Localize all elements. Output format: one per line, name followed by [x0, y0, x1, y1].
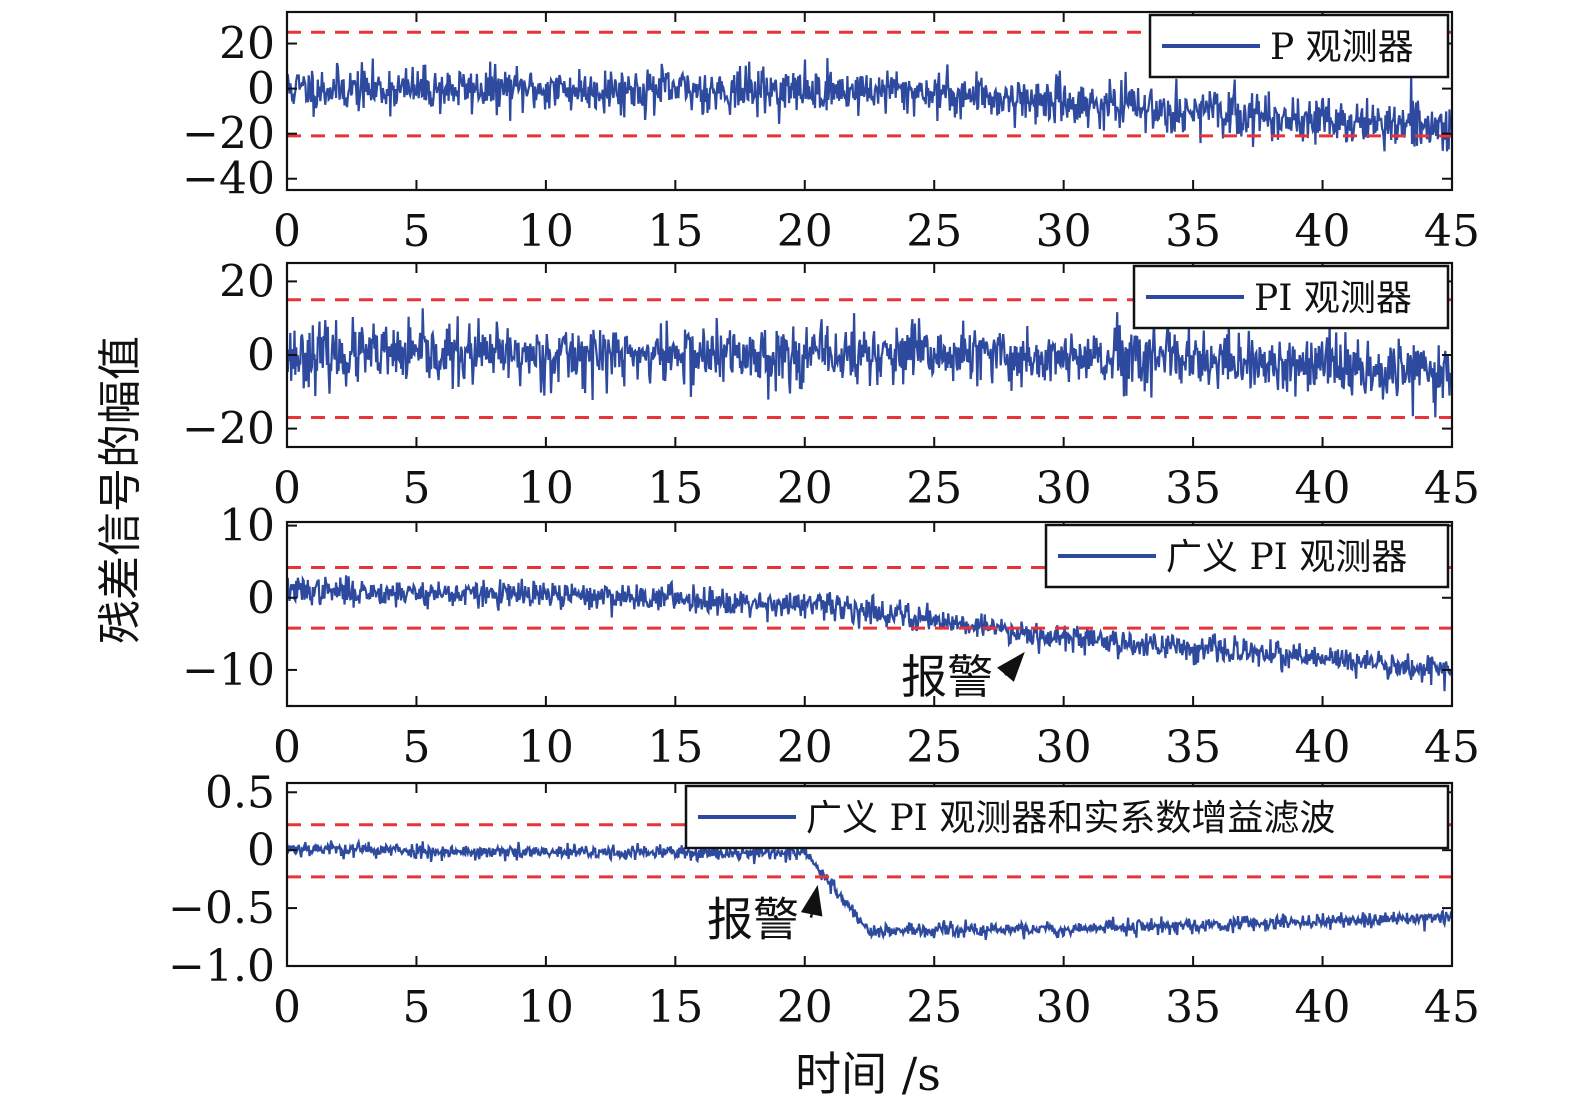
x-tick-label: 0 — [273, 463, 301, 514]
x-tick-label: 40 — [1295, 722, 1351, 773]
x-tick-label: 0 — [273, 206, 301, 257]
x-tick-label: 10 — [518, 463, 574, 514]
y-tick-label: 10 — [219, 501, 275, 552]
y-tick-label: 0 — [247, 64, 275, 115]
x-tick-label: 20 — [777, 722, 833, 773]
legend: 广义 PI 观测器和实系数增益滤波 — [684, 784, 1450, 850]
alarm-arrow-shaft — [809, 914, 813, 918]
y-tick-label: −20 — [182, 404, 275, 455]
x-tick-label: 45 — [1424, 463, 1480, 514]
alarm-annotation: 报警 — [707, 884, 823, 947]
y-tick-label: −10 — [182, 645, 275, 696]
signal-line — [287, 308, 1452, 418]
x-tick-label: 35 — [1165, 722, 1221, 773]
x-tick-label: 20 — [777, 982, 833, 1033]
y-tick-label: 0 — [247, 330, 275, 381]
y-tick-label: −20 — [182, 109, 275, 160]
y-tick-label: 0 — [247, 825, 275, 876]
x-tick-label: 45 — [1424, 206, 1480, 257]
x-tick-label: 15 — [647, 206, 703, 257]
x-tick-label: 15 — [647, 722, 703, 773]
alarm-arrow-head — [997, 651, 1025, 682]
legend-label: PI 观测器 — [1254, 278, 1412, 319]
x-tick-label: 35 — [1165, 463, 1221, 514]
axes-frame — [285, 781, 1454, 968]
y-tick-label: 20 — [219, 19, 275, 70]
x-tick-label: 25 — [906, 722, 962, 773]
legend: PI 观测器 — [1132, 264, 1450, 330]
subplot-2: 0 5 10 15 20 25 30 35 40 45 20 0 −20 PI 观测器 — [182, 256, 1480, 514]
x-tick-label: 0 — [273, 982, 301, 1033]
y-tick-label: −1.0 — [168, 941, 275, 992]
x-tick-label: 25 — [906, 463, 962, 514]
legend-label: 广义 PI 观测器和实系数增益滤波 — [806, 798, 1335, 839]
y-axis-label: 残差信号的幅值 — [95, 336, 146, 644]
x-tick-label: 15 — [647, 982, 703, 1033]
legend: 广义 PI 观测器 — [1044, 523, 1450, 589]
x-tick-label: 20 — [777, 463, 833, 514]
x-tick-label: 40 — [1295, 463, 1351, 514]
x-tick-label: 45 — [1424, 722, 1480, 773]
alarm-label: 报警 — [901, 650, 993, 704]
axes-frame — [285, 520, 1454, 708]
y-tick-label: 0.5 — [205, 767, 275, 818]
x-tick-label: 10 — [518, 206, 574, 257]
x-tick-label: 40 — [1295, 982, 1351, 1033]
legend-box — [684, 784, 1450, 850]
x-tick-label: 30 — [1036, 463, 1092, 514]
x-tick-label: 5 — [402, 722, 430, 773]
x-tick-label: 20 — [777, 206, 833, 257]
legend-label: 广义 PI 观测器 — [1166, 537, 1407, 578]
x-tick-label: 40 — [1295, 206, 1351, 257]
signal-line — [287, 574, 1452, 692]
x-tick-label: 30 — [1036, 722, 1092, 773]
x-tick-label: 5 — [402, 206, 430, 257]
x-tick-label: 15 — [647, 463, 703, 514]
x-tick-label: 10 — [518, 982, 574, 1033]
signal-line — [287, 58, 1452, 152]
alarm-arrow-head — [800, 884, 823, 917]
alarm-label: 报警 — [707, 893, 799, 947]
subplot-4: 0 5 10 15 20 25 30 35 40 45 0.5 0 −0.5 −1.0 广义 PI 观测器和… — [168, 767, 1480, 1033]
axes-frame — [285, 10, 1454, 192]
x-tick-label: 25 — [906, 206, 962, 257]
y-tick-label: 20 — [219, 256, 275, 307]
x-tick-label: 35 — [1165, 982, 1221, 1033]
y-tick-label: −40 — [182, 154, 275, 205]
y-tick-label: 0 — [247, 573, 275, 624]
x-tick-label: 25 — [906, 982, 962, 1033]
x-tick-label: 30 — [1036, 206, 1092, 257]
legend: P 观测器 — [1148, 13, 1450, 79]
x-tick-label: 45 — [1424, 982, 1480, 1033]
x-tick-label: 35 — [1165, 206, 1221, 257]
x-axis-label: 时间 /s — [795, 1047, 941, 1101]
y-tick-label: −0.5 — [168, 883, 275, 934]
legend-label: P 观测器 — [1270, 27, 1414, 68]
x-tick-label: 30 — [1036, 982, 1092, 1033]
x-tick-label: 5 — [402, 463, 430, 514]
x-tick-label: 5 — [402, 982, 430, 1033]
alarm-annotation: 报警 — [901, 650, 1025, 704]
signal-line — [287, 837, 1452, 941]
x-tick-label: 10 — [518, 722, 574, 773]
x-tick-label: 0 — [273, 722, 301, 773]
